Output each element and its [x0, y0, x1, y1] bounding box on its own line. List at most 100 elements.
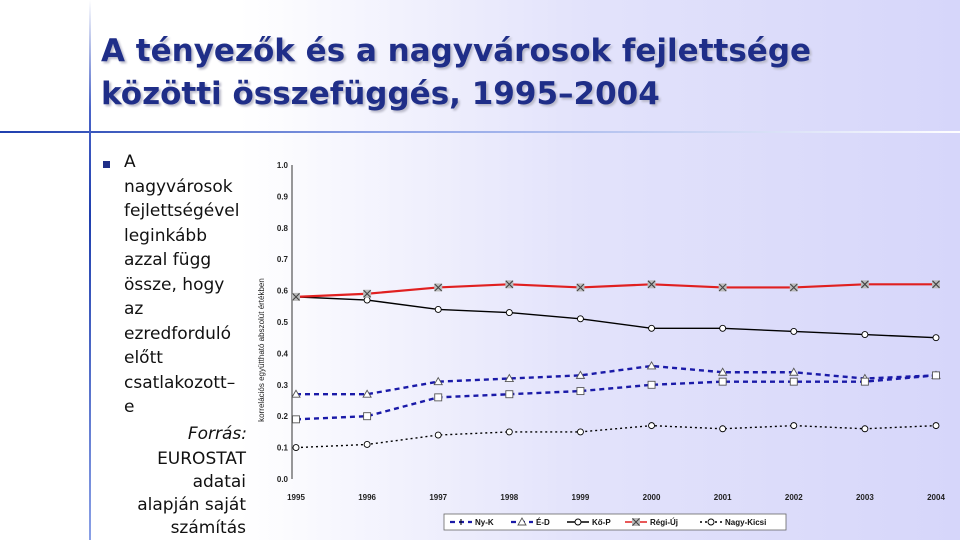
series-line: [295, 374, 937, 421]
data-point: [362, 389, 372, 398]
data-point: [646, 361, 657, 370]
data-point: [790, 327, 798, 335]
data-point: [363, 296, 371, 304]
legend-item: Nagy-Kicsi: [700, 518, 766, 527]
data-point: [932, 334, 940, 342]
x-tick-label: 2002: [785, 493, 803, 502]
marker-cross: [632, 518, 640, 526]
y-tick-label: 0.8: [277, 224, 289, 233]
data-point: [861, 425, 869, 433]
data-point: [860, 377, 869, 386]
series-layer: [291, 280, 941, 452]
x-tick-label: 2001: [714, 493, 732, 502]
data-point: [504, 373, 515, 382]
x-tick-label: 2004: [927, 493, 945, 502]
data-point: [718, 283, 727, 292]
series-nagy-kicsi: [292, 422, 940, 452]
y-tick-labels: 0.0 0.1 0.2 0.3 0.4 0.5 0.6 0.7 0.8 0.9 1.0: [277, 161, 289, 484]
data-point: [434, 393, 443, 402]
legend-marker: I: [460, 518, 462, 527]
data-point: [647, 280, 656, 289]
series-line: [295, 283, 936, 298]
marker-cross: [363, 289, 371, 298]
data-point: [648, 324, 656, 332]
legend-marker: [517, 517, 527, 526]
bullet-marker-icon: [103, 161, 110, 168]
data-point: [932, 422, 940, 430]
data-point: [932, 371, 940, 380]
legend-marker: [632, 518, 640, 526]
data-point: [434, 431, 442, 439]
y-tick-label: 0.5: [277, 318, 289, 327]
correlation-chart: 0.00.10.20.30.40.50.60.70.80.91.0 1995 19…: [257, 161, 945, 531]
marker-cross: [576, 283, 585, 292]
legend-item: Kő-P: [567, 518, 611, 527]
marker-cross: [861, 280, 869, 289]
x-tick-label: 1995: [287, 493, 305, 502]
data-point: [790, 422, 798, 430]
data-point: [363, 441, 371, 448]
marker-cross: [434, 283, 443, 292]
data-point: [576, 315, 584, 323]
legend-item: Régi-Új: [625, 518, 678, 527]
data-point: [789, 367, 799, 376]
data-point: [860, 280, 869, 289]
y-tick-label: 0.4: [277, 349, 289, 358]
data-point: [363, 412, 372, 421]
legend-marker: [707, 518, 715, 526]
data-point: [717, 367, 728, 376]
series-régi-új: [292, 280, 940, 301]
data-point: [292, 444, 300, 452]
y-tick-label: 0.1: [277, 444, 289, 453]
x-tick-label: 1998: [500, 493, 518, 502]
marker-cross: [292, 292, 300, 301]
data-point: [789, 377, 798, 386]
title-underline: [0, 131, 960, 133]
vertical-accent-line: [89, 0, 91, 540]
series-unnamed-2: [292, 371, 940, 424]
legend-label: Régi-Új: [650, 518, 678, 527]
legend-marker: [574, 518, 582, 526]
data-point: [719, 425, 727, 433]
legend-item: I Ny-K: [450, 518, 494, 527]
data-point: [718, 377, 727, 386]
legend-box: [443, 513, 787, 531]
marker-cross: [647, 280, 656, 289]
data-point: [575, 370, 586, 379]
y-tick-label: 0.3: [277, 381, 289, 390]
data-point: [647, 380, 656, 389]
data-point: [505, 309, 513, 317]
data-point: [292, 415, 300, 424]
data-point: [648, 422, 656, 430]
data-point: [576, 428, 584, 436]
data-point: [433, 376, 443, 386]
source-text: EUROSTAT adatai alapján saját számítás: [137, 449, 246, 538]
data-point: [434, 305, 442, 313]
y-tick-label: 0.9: [277, 192, 289, 201]
data-point: [719, 324, 727, 332]
x-tick-labels: 1995 1996 1997 1998 1999 2000 2001 2002 2003 2004: [287, 493, 945, 502]
marker-cross: [932, 280, 940, 289]
marker-cross: [505, 280, 514, 289]
series-é-d: [291, 361, 941, 398]
y-tick-label: 1.0: [277, 161, 289, 170]
data-point: [505, 428, 513, 436]
marker-cross: [718, 283, 727, 292]
series-line: [295, 424, 937, 449]
legend-label: Ny-K: [475, 518, 494, 527]
y-axis-title: korrelációs együttható abszolút értékben: [257, 278, 266, 422]
data-point: [291, 389, 301, 398]
legend-label: É-D: [536, 518, 550, 527]
source-label: Forrás:: [187, 424, 247, 444]
data-point: [576, 387, 585, 396]
data-point: [789, 283, 798, 292]
chart-legend: I Ny-K É-D Kő-P Régi-Új Nagy-Kicsi: [443, 513, 787, 531]
bullet-text: A nagyvárosok fejlettségével leginkább a…: [124, 152, 240, 417]
data-point: [505, 390, 514, 399]
data-point: [505, 280, 514, 289]
marker-cross: [789, 283, 798, 292]
y-tick-label: 0.0: [277, 475, 289, 484]
x-tick-label: 1996: [358, 493, 376, 502]
data-point: [292, 292, 300, 301]
